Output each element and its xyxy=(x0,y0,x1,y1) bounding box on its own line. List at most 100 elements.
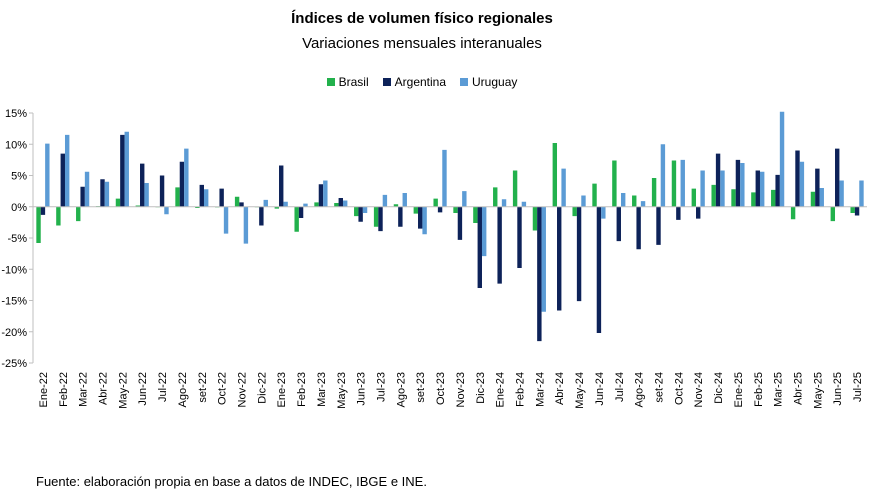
bar-brasil xyxy=(612,160,617,207)
bar-argentina xyxy=(338,198,343,207)
bar-argentina xyxy=(259,206,264,226)
bar-argentina xyxy=(239,202,244,207)
legend-swatch-uruguay xyxy=(460,78,469,86)
y-tick-label: -20% xyxy=(1,327,27,339)
bar-argentina xyxy=(755,170,760,207)
x-tick-label: Dic-23 xyxy=(475,372,487,404)
bar-argentina xyxy=(517,206,522,268)
x-tick-label: Jul-23 xyxy=(376,372,388,402)
bar-argentina xyxy=(120,134,125,207)
bar-argentina xyxy=(815,168,820,207)
bar-uruguay xyxy=(481,206,487,257)
bar-uruguay xyxy=(283,201,288,207)
x-tick-label: Ene-23 xyxy=(276,372,288,407)
bar-brasil xyxy=(830,206,836,222)
bar-uruguay xyxy=(342,200,348,207)
bar-uruguay xyxy=(64,134,70,207)
bar-argentina xyxy=(437,206,443,213)
bar-uruguay xyxy=(104,181,110,207)
bar-uruguay xyxy=(402,193,407,207)
bar-uruguay xyxy=(124,131,129,207)
bar-brasil xyxy=(274,206,280,209)
x-tick-label: Feb-23 xyxy=(296,372,308,407)
bar-brasil xyxy=(56,206,61,226)
bar-brasil xyxy=(592,183,597,207)
bar-uruguay xyxy=(164,206,169,215)
bar-uruguay xyxy=(84,171,90,207)
x-tick-label: Mar-24 xyxy=(534,372,546,407)
chart-title: Índices de volumen físico regionales xyxy=(291,10,553,27)
bar-argentina xyxy=(60,153,65,207)
bar-argentina xyxy=(735,159,741,207)
bar-uruguay xyxy=(680,159,685,207)
x-tick-label: Nov-22 xyxy=(237,372,249,407)
y-tick-label: -15% xyxy=(1,296,27,308)
bar-argentina xyxy=(636,206,641,250)
bar-argentina xyxy=(457,206,463,240)
bar-uruguay xyxy=(601,206,606,219)
bar-argentina xyxy=(318,184,324,207)
x-tick-label: Nov-23 xyxy=(455,372,467,407)
bar-argentina xyxy=(656,206,661,245)
bar-uruguay xyxy=(144,183,149,207)
x-tick-label: Jul-25 xyxy=(852,372,864,402)
bar-brasil xyxy=(473,206,478,223)
x-tick-label: Feb-25 xyxy=(753,372,765,407)
bar-uruguay xyxy=(323,180,328,207)
x-tick-label: Oct-24 xyxy=(673,372,685,405)
y-tick-label: -25% xyxy=(1,358,27,370)
bar-argentina xyxy=(398,206,403,227)
x-tick-label: Nov-24 xyxy=(693,372,705,407)
bar-brasil xyxy=(771,189,776,207)
bar-uruguay xyxy=(362,206,368,213)
x-tick-label: Mar-22 xyxy=(78,372,90,407)
bar-uruguay xyxy=(243,206,249,244)
bar-uruguay xyxy=(859,180,864,207)
bar-brasil xyxy=(493,187,498,207)
bar-brasil xyxy=(850,206,855,213)
bar-uruguay xyxy=(203,189,209,207)
x-tick-label: Oct-22 xyxy=(217,372,229,405)
bar-uruguay xyxy=(382,194,388,207)
legend-label-brasil: Brasil xyxy=(338,75,369,89)
bar-uruguay xyxy=(223,206,229,234)
bar-brasil xyxy=(393,204,399,207)
bar-argentina xyxy=(576,206,582,302)
bar-uruguay xyxy=(799,161,805,207)
bar-brasil xyxy=(433,198,438,207)
bar-brasil xyxy=(532,206,538,231)
bar-brasil xyxy=(115,198,121,207)
bar-argentina xyxy=(100,179,105,207)
bar-brasil xyxy=(373,206,379,227)
legend-item-uruguay: Uruguay xyxy=(460,75,517,89)
bar-brasil xyxy=(334,203,339,207)
x-tick-label: Ago-22 xyxy=(177,372,189,407)
bar-uruguay xyxy=(303,203,308,207)
bar-brasil xyxy=(453,206,458,213)
bar-argentina xyxy=(219,188,224,207)
bar-brasil xyxy=(36,206,41,243)
bar-uruguay xyxy=(779,111,785,207)
bar-uruguay xyxy=(819,188,824,207)
x-tick-label: Ene-24 xyxy=(495,372,507,407)
bar-argentina xyxy=(775,174,780,207)
legend-swatch-argentina xyxy=(382,78,391,86)
x-tick-label: Ago-24 xyxy=(634,372,646,407)
bar-brasil xyxy=(552,143,558,207)
x-tick-label: Ene-25 xyxy=(733,372,745,407)
bar-uruguay xyxy=(263,199,268,207)
bar-brasil xyxy=(294,206,299,232)
legend-item-argentina: Argentina xyxy=(382,75,446,89)
legend-item-brasil: Brasil xyxy=(326,75,369,89)
bar-argentina xyxy=(795,150,800,207)
x-tick-label: Ago-23 xyxy=(395,372,407,407)
bar-argentina xyxy=(140,163,145,207)
bar-brasil xyxy=(711,184,716,207)
bar-brasil xyxy=(413,206,419,214)
legend-swatch-brasil xyxy=(326,78,335,86)
bar-brasil xyxy=(76,206,81,222)
bar-uruguay xyxy=(660,144,666,207)
bar-argentina xyxy=(179,161,185,207)
x-tick-label: set-22 xyxy=(197,372,209,403)
y-tick-label: 0% xyxy=(11,202,27,214)
